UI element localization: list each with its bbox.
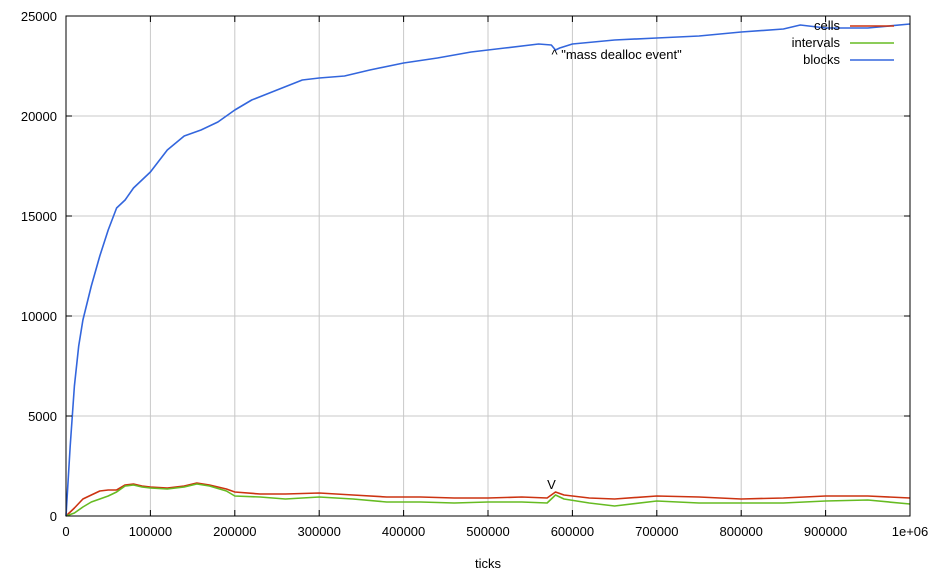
x-tick-label: 300000 <box>298 524 341 539</box>
y-tick-label: 10000 <box>21 309 57 324</box>
annotation-label: V <box>547 477 556 492</box>
y-tick-label: 20000 <box>21 109 57 124</box>
x-axis-title: ticks <box>475 556 502 571</box>
x-tick-label: 800000 <box>720 524 763 539</box>
x-tick-label: 900000 <box>804 524 847 539</box>
legend-label: intervals <box>792 35 841 50</box>
legend-label: cells <box>814 18 841 33</box>
x-tick-label: 600000 <box>551 524 594 539</box>
x-tick-label: 500000 <box>466 524 509 539</box>
y-tick-label: 15000 <box>21 209 57 224</box>
x-tick-label: 100000 <box>129 524 172 539</box>
series-line-intervals <box>65 483 911 517</box>
x-tick-label: 0 <box>62 524 69 539</box>
x-tick-label: 200000 <box>213 524 256 539</box>
annotation-label: ^ "mass dealloc event" <box>552 47 683 62</box>
legend: cells intervals blocks <box>792 18 894 67</box>
annotations: ^ "mass dealloc event" V <box>547 47 682 492</box>
series-line-cells <box>65 482 911 517</box>
legend-label: blocks <box>803 52 840 67</box>
y-tick-label: 0 <box>50 509 57 524</box>
x-tick-label: 1e+06 <box>892 524 929 539</box>
y-tick-label: 5000 <box>28 409 57 424</box>
series-line-blocks <box>65 23 911 517</box>
y-tick-label: 25000 <box>21 9 57 24</box>
series-lines <box>65 23 911 517</box>
axis-ticks: 0 100000 200000 300000 400000 500000 600000 700… <box>21 9 928 539</box>
x-tick-label: 700000 <box>635 524 678 539</box>
x-tick-label: 400000 <box>382 524 425 539</box>
